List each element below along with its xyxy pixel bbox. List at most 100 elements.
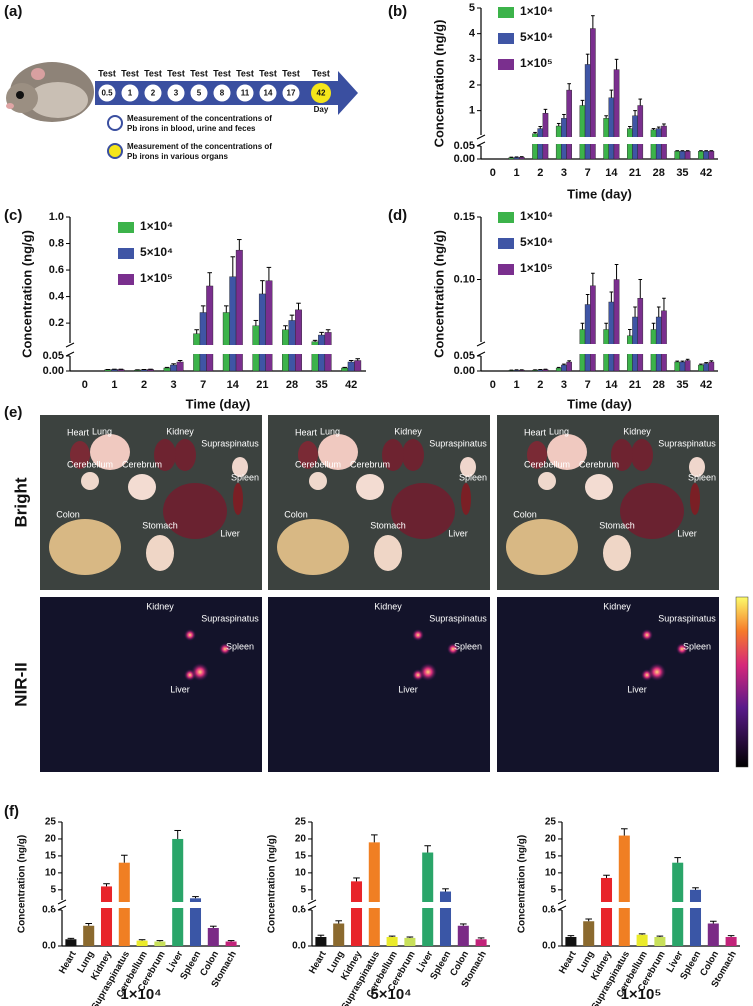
bar: [613, 279, 620, 372]
x-tick-label: 28: [653, 379, 665, 391]
row-label: NIR-II: [11, 662, 30, 706]
x-tick-label: 21: [256, 379, 268, 391]
y-tick-label: 0.8: [542, 905, 556, 916]
organ: [356, 474, 384, 500]
error-bar: [519, 156, 524, 158]
organ: [538, 472, 556, 490]
nir-photo: [268, 597, 490, 772]
organ: [631, 439, 653, 471]
day-number: 11: [241, 89, 250, 98]
day-number: 17: [287, 89, 296, 98]
organ-label: Supraspinatus: [658, 613, 716, 623]
bar: [368, 842, 380, 946]
error-bar: [312, 339, 318, 342]
day-circle: [144, 84, 162, 102]
bar: [707, 923, 719, 946]
x-tick-label: 2: [537, 167, 543, 179]
test-label: Test: [121, 68, 139, 78]
error-bar: [67, 937, 75, 940]
bar: [199, 312, 207, 372]
x-tick-label: 35: [676, 167, 688, 179]
error-bar: [171, 363, 176, 365]
error-bar: [353, 877, 360, 882]
axis-break-mark: [476, 351, 486, 357]
y-tick-label: 25: [545, 817, 557, 828]
y-tick-label: 3: [469, 53, 475, 65]
error-bar: [580, 99, 585, 106]
x-tick-label: 21: [629, 379, 641, 391]
bar: [513, 157, 520, 160]
organ-label: Spleen: [454, 641, 482, 651]
organ: [611, 439, 633, 471]
error-bar: [207, 272, 212, 286]
x-tick-label: 42: [700, 167, 712, 179]
error-bar: [227, 940, 235, 942]
error-bar: [709, 360, 714, 362]
bar: [698, 364, 704, 372]
day-circle: [259, 84, 277, 102]
bar: [637, 298, 644, 372]
error-bar: [538, 126, 543, 129]
y-tick-label: 10: [295, 868, 307, 879]
error-bar: [704, 362, 708, 364]
legend-swatch: [118, 248, 134, 259]
test-label: Test: [190, 68, 208, 78]
error-bar: [562, 113, 566, 119]
organ: [603, 535, 631, 571]
y-tick-label: 0.10: [454, 273, 475, 285]
nir-signal: [412, 629, 424, 641]
organ: [585, 474, 613, 500]
axis-break-mark: [557, 899, 567, 905]
y-tick-label: 25: [295, 817, 307, 828]
y-tick-label: 5: [550, 884, 556, 895]
y-axis-label: Concentration (ng/g): [431, 230, 446, 358]
error-bar: [120, 854, 128, 863]
y-tick-label: 10: [45, 868, 57, 879]
y-tick-label: 5: [469, 2, 475, 14]
error-bar: [567, 360, 571, 362]
nir-signal: [447, 643, 459, 655]
error-bar: [699, 150, 703, 152]
error-bar: [260, 280, 265, 294]
organ-label: Liver: [398, 684, 418, 694]
y-tick-label: 0.05: [454, 140, 475, 152]
y-tick-label: 25: [45, 817, 57, 828]
bar: [225, 941, 237, 946]
error-bar: [556, 366, 561, 368]
y-axis-label: Concentration (ng/g): [17, 835, 28, 933]
y-tick-label: 1.0: [49, 211, 64, 223]
x-tick-label: 42: [345, 379, 357, 391]
organ: [382, 439, 404, 471]
axis-break-mark: [65, 351, 75, 357]
x-tick-label: 35: [676, 379, 688, 391]
test-label: Test: [213, 68, 231, 78]
error-bar: [633, 306, 637, 317]
organ-label: Cerebellum: [67, 459, 113, 469]
bar: [674, 150, 681, 160]
y-tick-label: 15: [295, 851, 307, 862]
organ: [374, 535, 402, 571]
axis-break-mark: [476, 134, 486, 140]
legend-swatch: [498, 59, 514, 70]
panel-label: (a): [4, 3, 22, 20]
organ-label: Spleen: [688, 472, 716, 482]
error-bar: [348, 360, 354, 362]
organ: [391, 483, 455, 539]
error-bar: [651, 128, 656, 130]
legend-label: 1×10⁴: [520, 209, 553, 223]
bar: [350, 881, 363, 946]
x-tick-label: 28: [286, 379, 298, 391]
test-label: Test: [312, 68, 330, 78]
day-circle: [213, 84, 231, 102]
day-number: 1: [128, 89, 133, 98]
organ-label: Cerebellum: [524, 459, 570, 469]
error-bar: [662, 123, 666, 127]
x-tick-label: 28: [653, 167, 665, 179]
bar: [708, 150, 715, 160]
legend-swatch: [498, 264, 514, 275]
organ-label: Cerebrum: [122, 459, 162, 469]
y-tick-label: 2: [469, 79, 475, 91]
x-tick-label: 1: [513, 167, 519, 179]
y-tick-label: 0.0: [542, 941, 556, 952]
